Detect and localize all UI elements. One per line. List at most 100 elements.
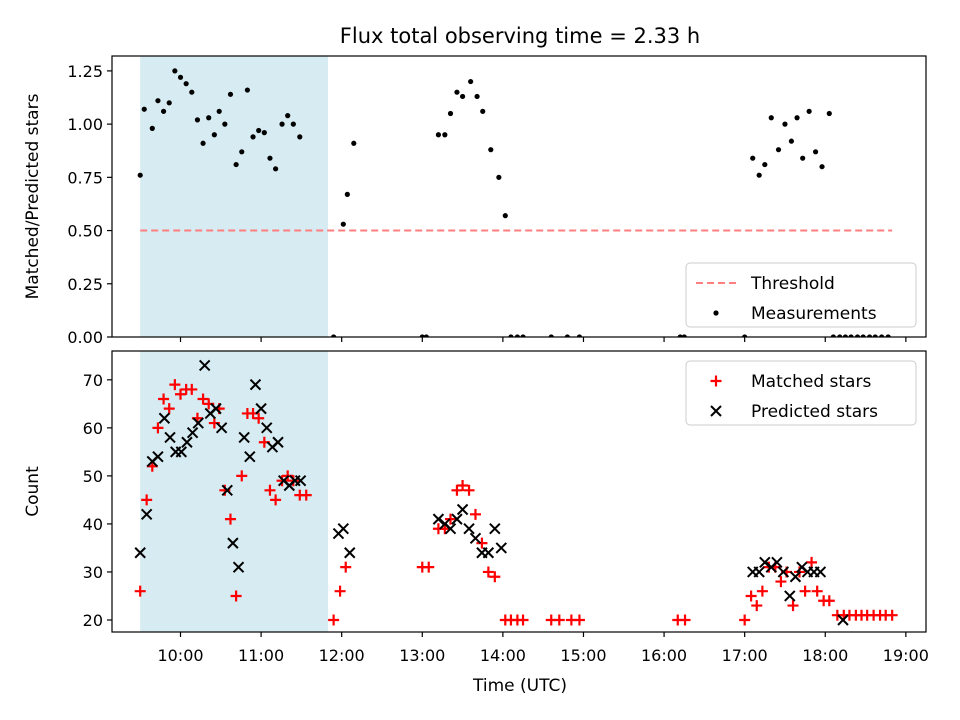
measurements-point [860,334,866,337]
matched-star-marker [236,470,248,482]
matched-star-marker [224,513,236,525]
matched-star-marker [775,576,787,588]
matched-star-marker [457,479,469,491]
measurements-point [172,68,178,74]
legend-label-matched-stars: Matched stars [751,372,871,392]
x-tick-label: 15:00 [560,646,606,665]
y-axis-label: Count [23,466,43,517]
y-tick-label: 50 [83,467,103,486]
matched-star-marker [175,388,187,400]
matched-star-marker [253,412,265,424]
measurements-point [222,121,228,127]
predicted-star-marker [777,566,790,578]
predicted-star-marker [140,508,153,521]
matched-star-marker [451,484,463,496]
axes-frame [111,55,927,338]
y-tick-label: 1.00 [67,115,103,134]
matched-star-marker [739,614,751,626]
measurements-point [137,172,143,178]
x-tick-label: 17:00 [722,646,768,665]
measurements-point [216,108,222,114]
measurements-point [297,134,303,140]
measurements-point [794,115,800,121]
matched-star-marker [573,614,585,626]
measurements-point [256,127,262,134]
measurements-point [681,334,687,337]
predicted-star-marker [158,412,171,424]
measurements-point [279,121,285,127]
predicted-star-marker [444,523,457,535]
measurements-point [340,221,346,227]
matched-star-marker [169,379,181,391]
y-tick-label: 1.25 [67,62,103,81]
measurements-point [866,334,873,337]
measurements-point [854,334,861,337]
count-panel: 20 30 40 50 60 70 10:00 11:00 12:00 13:00 14:00 15:… [23,350,929,665]
predicted-star-marker [771,556,783,569]
measurements-point [442,132,448,138]
matched-star-marker [823,595,835,607]
measurements-point [812,149,819,155]
measurements-point [548,334,554,337]
matched-star-marker [806,556,818,568]
matched-star-marker [186,383,198,395]
x-tick-label: 18:00 [802,646,848,665]
y-tick-label: 0.75 [67,168,103,187]
predicted-star-marker [255,402,267,415]
measurements-point [419,334,425,337]
measurements-point [782,121,788,127]
y-tick-label: 20 [83,611,103,630]
measurements-point [788,138,795,144]
measurements-point [576,334,583,337]
measurements-point [331,334,337,337]
predicted-star-marker [469,532,482,545]
predicted-star-marker [294,474,307,487]
matched-star-marker [340,561,352,573]
measurements-point [211,132,217,138]
measurements-point [520,334,526,337]
predicted-star-marker [463,523,475,535]
matched-star-marker [482,566,494,578]
measurements-point [468,78,474,85]
measurements-point [160,108,167,114]
predicted-star-marker [221,484,233,497]
predicted-star-marker [837,614,849,626]
y-tick-label: 0.00 [67,328,103,347]
x-tick-label: 16:00 [641,646,687,665]
matched-star-marker [463,484,475,496]
measurements-point [885,334,891,337]
measurements-point [837,334,843,337]
measurements-point [290,121,296,127]
measurements-point [261,130,267,136]
measurements-point [285,113,291,119]
predicted-star-marker [432,513,445,525]
legend: Threshold Measurements [685,262,917,328]
matched-star-marker [158,393,170,405]
y-tick-label: 0.25 [67,275,103,294]
predicted-star-marker [814,566,827,578]
measurements-point [351,140,357,146]
matched-star-marker [799,585,811,597]
matched-star-marker [264,484,276,496]
matched-star-marker [197,393,209,405]
legend-swatch-predicted-stars [710,405,722,417]
x-tick-label: 11:00 [238,646,284,665]
measurements-point [564,334,570,337]
x-tick-label: 19:00 [883,646,929,665]
measurements-point [435,132,442,138]
measurements-point [756,172,762,178]
predicted-star-marker [244,450,256,463]
matched-star-marker [152,422,164,434]
x-tick-label: 14:00 [480,646,526,665]
matched-star-marker [751,600,763,612]
measurements-point [447,110,454,117]
x-tick-label: 12:00 [319,646,365,665]
predicted-star-marker [186,426,199,439]
measurements-point [239,149,245,155]
measurements-point [206,115,212,121]
legend-swatch-matched-stars [710,375,722,387]
measurements-point [842,334,849,337]
matched-star-marker [163,403,175,415]
measurements-point [872,334,878,337]
